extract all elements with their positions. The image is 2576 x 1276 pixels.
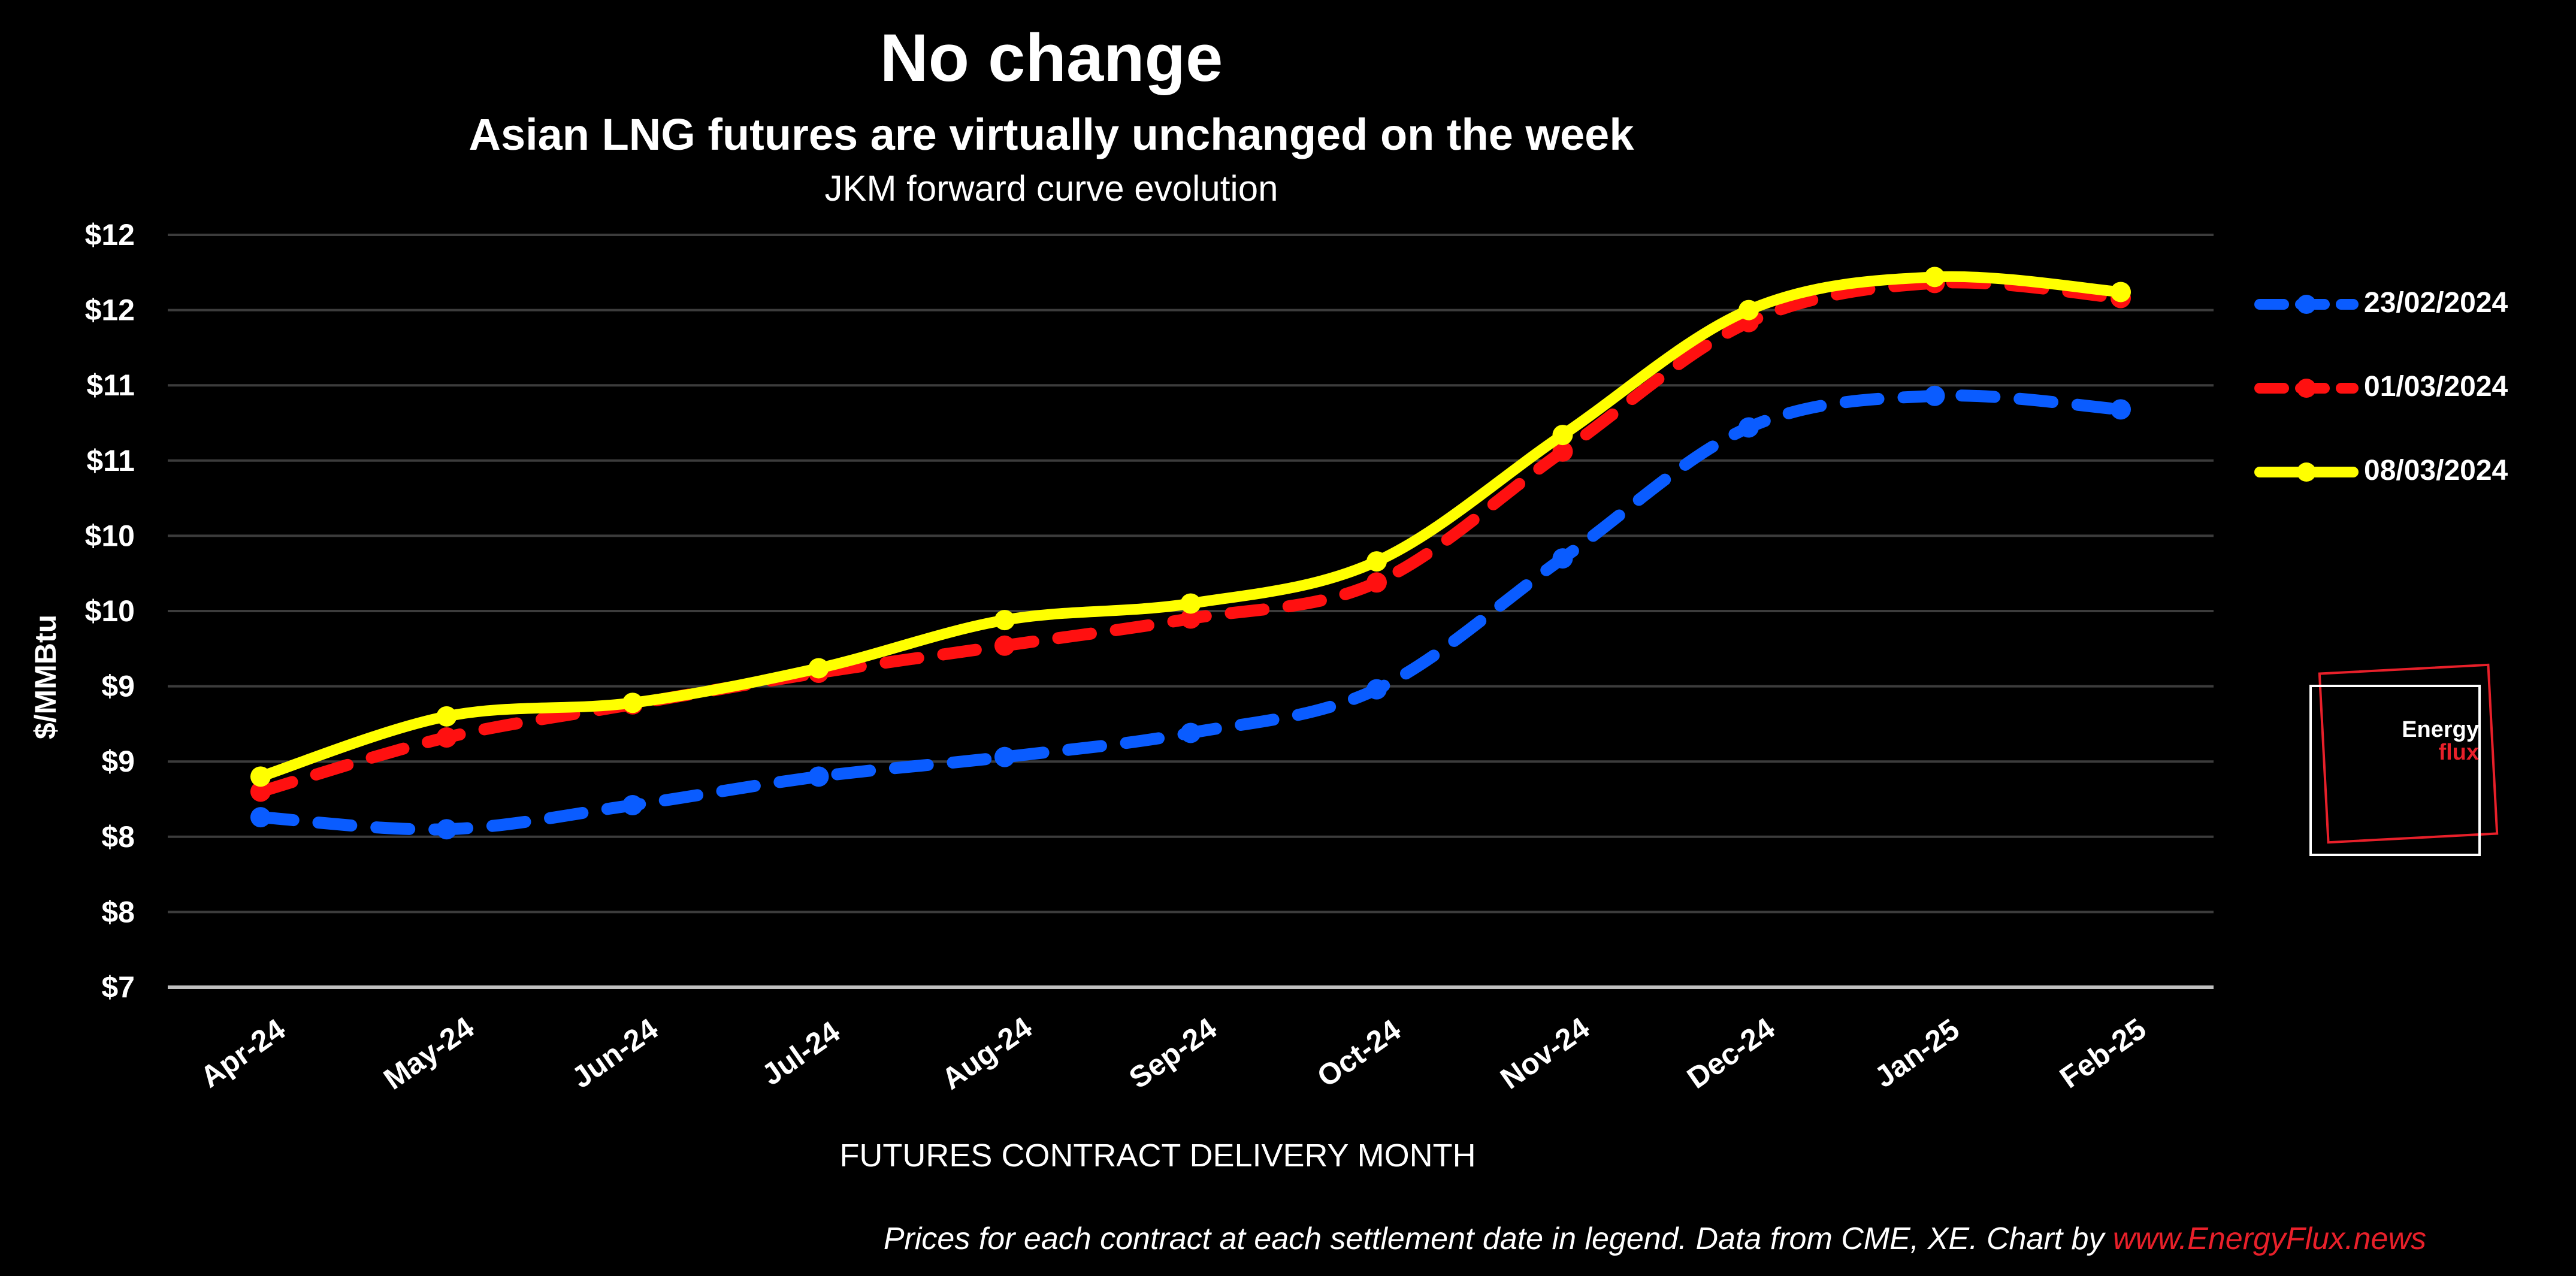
data-point <box>1739 417 1759 438</box>
legend-swatch <box>2254 295 2359 314</box>
data-point <box>1180 593 1201 614</box>
y-tick-label: $10 <box>85 594 135 628</box>
gridlines <box>168 234 2214 989</box>
y-tick-label: $7 <box>101 970 135 1004</box>
x-tick-label: Aug-24 <box>936 1010 1038 1096</box>
chart-subtitle: Asian LNG futures are virtually unchange… <box>468 110 1634 159</box>
legend-label: 08/03/2024 <box>2364 455 2508 486</box>
data-point <box>1924 385 1945 406</box>
legend-label: 23/02/2024 <box>2364 287 2508 319</box>
y-tick-label: $9 <box>101 670 135 703</box>
footer-note: Prices for each contract at each settlem… <box>884 1221 2426 1257</box>
x-tick-label: Oct-24 <box>1311 1012 1407 1093</box>
y-tick-label: $9 <box>101 745 135 778</box>
chart-title: No change <box>879 20 1223 95</box>
data-point <box>2111 282 2131 303</box>
data-point <box>1366 679 1387 700</box>
data-point <box>808 658 829 679</box>
x-tick-label: Nov-24 <box>1494 1011 1595 1096</box>
x-axis-label: FUTURES CONTRACT DELIVERY MONTH <box>839 1138 1476 1174</box>
x-tick-labels: Apr-24 May-24 Jun-24 Jul-24 Aug-24 Sep-24 Oct-… <box>194 1010 2152 1096</box>
x-tick-label: Dec-24 <box>1681 1011 1781 1095</box>
series-1 <box>250 385 2131 840</box>
data-point <box>1924 267 1945 288</box>
logo-white-frame <box>2309 685 2481 856</box>
data-point <box>250 807 271 828</box>
legend-label: 01/03/2024 <box>2364 371 2508 403</box>
data-point <box>994 746 1015 767</box>
data-point <box>250 766 271 787</box>
y-tick-label: $8 <box>101 820 135 854</box>
data-point <box>1180 608 1201 629</box>
data-point <box>1180 722 1201 743</box>
logo-text-energy: Energy <box>2402 717 2479 742</box>
data-point <box>808 766 829 787</box>
data-point <box>1552 548 1573 569</box>
data-point <box>436 819 457 840</box>
series-2 <box>250 273 2131 802</box>
y-tick-label: $8 <box>101 895 135 929</box>
data-point <box>1552 425 1573 446</box>
y-tick-label: $12 <box>85 294 135 327</box>
data-point <box>1552 441 1573 462</box>
series-line <box>255 276 2127 798</box>
y-tick-label: $12 <box>85 218 135 252</box>
legend-swatch <box>2254 462 2359 482</box>
data-point <box>436 727 457 748</box>
series-lines <box>250 267 2131 840</box>
x-tick-label: Jun-24 <box>566 1012 664 1094</box>
data-point <box>250 781 271 802</box>
logo-text-flux: flux <box>2438 740 2479 765</box>
energyflux-logo: Energy flux <box>2309 663 2499 856</box>
x-tick-label: Sep-24 <box>1123 1011 1223 1095</box>
y-tick-labels: $7 $8 $8 $9 $9 $10 $10 $11 $11 $12 $12 <box>85 218 135 1004</box>
data-point <box>436 706 457 727</box>
y-tick-label: $11 <box>86 368 135 402</box>
x-tick-label: Feb-25 <box>2054 1012 2152 1094</box>
legend-swatch <box>2254 379 2359 398</box>
data-point <box>1366 551 1387 572</box>
data-point <box>622 795 643 816</box>
y-tick-label: $10 <box>85 519 135 552</box>
footer-link[interactable]: www.EnergyFlux.news <box>2112 1221 2426 1256</box>
x-tick-label: May-24 <box>377 1010 480 1096</box>
x-tick-label: Jul-24 <box>755 1015 846 1092</box>
x-tick-label: Apr-24 <box>194 1012 291 1094</box>
data-point <box>622 693 643 713</box>
series-line <box>255 271 2126 782</box>
data-point <box>2111 399 2131 420</box>
series-line <box>255 389 2127 836</box>
y-tick-label: $11 <box>86 444 135 477</box>
footer-text: Prices for each contract at each settlem… <box>883 1221 2113 1256</box>
series-3 <box>250 267 2131 787</box>
chart-subtitle-secondary: JKM forward curve evolution <box>824 168 1278 208</box>
data-point <box>994 635 1015 656</box>
data-point <box>1739 300 1759 320</box>
data-point <box>1366 572 1387 593</box>
x-tick-label: Jan-25 <box>1868 1012 1966 1094</box>
data-point <box>994 610 1015 631</box>
y-axis-label: $/MMBtu <box>29 614 62 740</box>
